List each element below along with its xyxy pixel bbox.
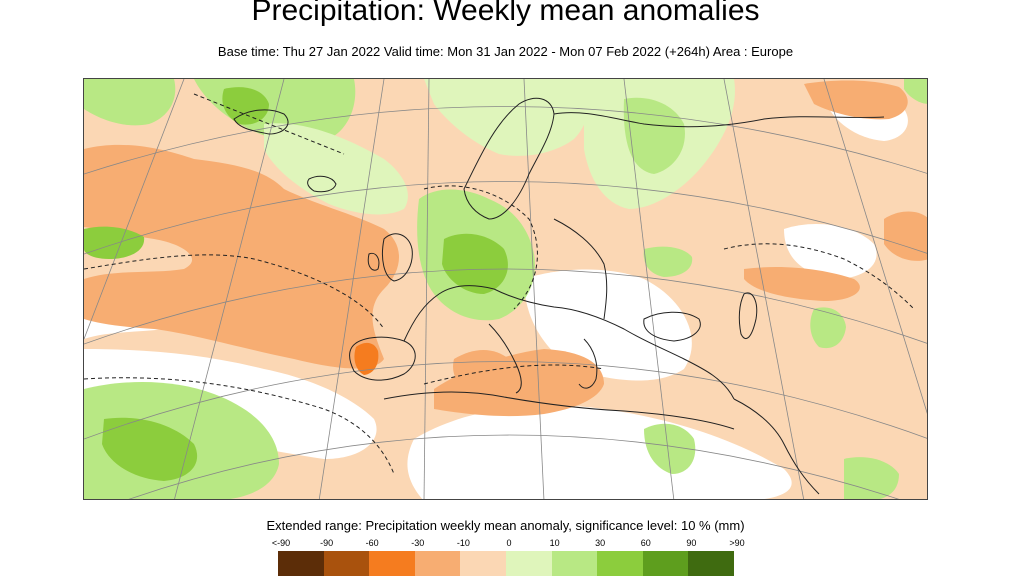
- coastline-iceland: [307, 175, 337, 193]
- dry-anomaly-west-iberia: [354, 342, 379, 375]
- legend-tick-label: -10: [456, 538, 470, 548]
- legend-tick-label: -30: [411, 538, 425, 548]
- contour-north: [193, 93, 345, 155]
- legend-swatch-10-to-30: [551, 551, 598, 576]
- legend-swatch-30-to-60: [597, 551, 643, 576]
- legend-tick-label: >90: [729, 538, 745, 548]
- legend-tick-label: 60: [640, 538, 651, 548]
- map-graticule: [84, 79, 927, 499]
- coastline-black-sea: [643, 311, 701, 342]
- wet-anomaly-central-core: [442, 233, 508, 294]
- legend-tick-label: <-90: [271, 538, 291, 548]
- wet-anomaly-greenland-core: [222, 87, 269, 125]
- dry-anomaly-arctic-east: [804, 80, 908, 120]
- wet-anomaly-middle-east: [810, 307, 846, 349]
- contour-east: [723, 243, 915, 310]
- coastline-continental: [403, 285, 735, 400]
- wet-anomaly-north-africa: [644, 423, 696, 474]
- legend-tick-labels: <-90 -90 -60 -30 -10 0 10 30 60 90 >90: [0, 538, 1024, 549]
- contour-mediterranean: [423, 364, 605, 385]
- legend-colorbar: [278, 551, 734, 576]
- legend-swatch-above-90: [688, 551, 734, 576]
- wet-anomaly-black-sea: [643, 246, 693, 277]
- border-eastern-europe: [553, 218, 608, 320]
- contour-south: [84, 377, 395, 475]
- legend-swatch-minus-60-to-minus-30: [369, 551, 415, 576]
- neutral-zone-south: [407, 405, 792, 499]
- dry-anomaly-caucasus: [884, 211, 927, 261]
- legend-tick-label: 10: [549, 538, 560, 548]
- wet-anomaly-sw-core: [102, 417, 198, 481]
- wet-anomaly-west-atlantic: [84, 226, 145, 259]
- legend-tick-label: 30: [595, 538, 606, 548]
- legend-tick-label: 0: [506, 538, 512, 548]
- coastline-caspian: [738, 292, 758, 339]
- coastline-middle-east: [733, 398, 820, 495]
- contour-central-europe: [423, 185, 538, 310]
- significance-contours: [84, 93, 915, 475]
- legend-swatch-minus-90-to-minus-60: [323, 551, 370, 576]
- contour-atlantic: [84, 254, 385, 330]
- forecast-subtitle: Base time: Thu 27 Jan 2022 Valid time: M…: [217, 44, 794, 59]
- coastline-iberia: [349, 336, 416, 381]
- wet-anomaly-far-east: [904, 79, 927, 104]
- coastline-greenland: [233, 109, 289, 135]
- legend-tick-label: -90: [320, 538, 334, 548]
- legend-tick-label: 90: [686, 538, 697, 548]
- wet-anomaly-iceland-arctic: [84, 79, 176, 126]
- legend-swatch-0-to-10: [505, 551, 552, 576]
- coastline-arctic-coast: [553, 112, 885, 128]
- neutral-zone-east: [784, 224, 877, 279]
- coastline-scandinavia: [463, 97, 555, 220]
- map-coastlines: [233, 97, 885, 495]
- coastline-british-isles: [367, 233, 413, 282]
- coastline-italy: [488, 323, 522, 394]
- coastline-greece: [578, 338, 598, 389]
- legend-tick-label: -60: [365, 538, 379, 548]
- page-title: Precipitation: Weekly mean anomalies: [251, 0, 760, 27]
- legend-swatch-minus-10-to-0: [460, 551, 506, 576]
- legend-swatch-minus-30-to-minus-10: [414, 551, 461, 576]
- map-canvas: [84, 79, 927, 499]
- wet-anomaly-sahara: [844, 457, 899, 499]
- dry-anomaly-mediterranean: [434, 349, 604, 417]
- legend-title: Extended range: Precipitation weekly mea…: [266, 518, 745, 533]
- wet-anomaly-north-atlantic: [264, 123, 408, 215]
- legend-swatch-below-minus-90: [278, 551, 324, 576]
- coastline-north-africa: [383, 391, 735, 430]
- dry-anomaly-atlantic: [84, 144, 399, 369]
- precipitation-anomaly-map: [83, 78, 928, 500]
- dry-anomaly-east-steppe: [744, 267, 860, 301]
- legend-swatch-60-to-90: [642, 551, 689, 576]
